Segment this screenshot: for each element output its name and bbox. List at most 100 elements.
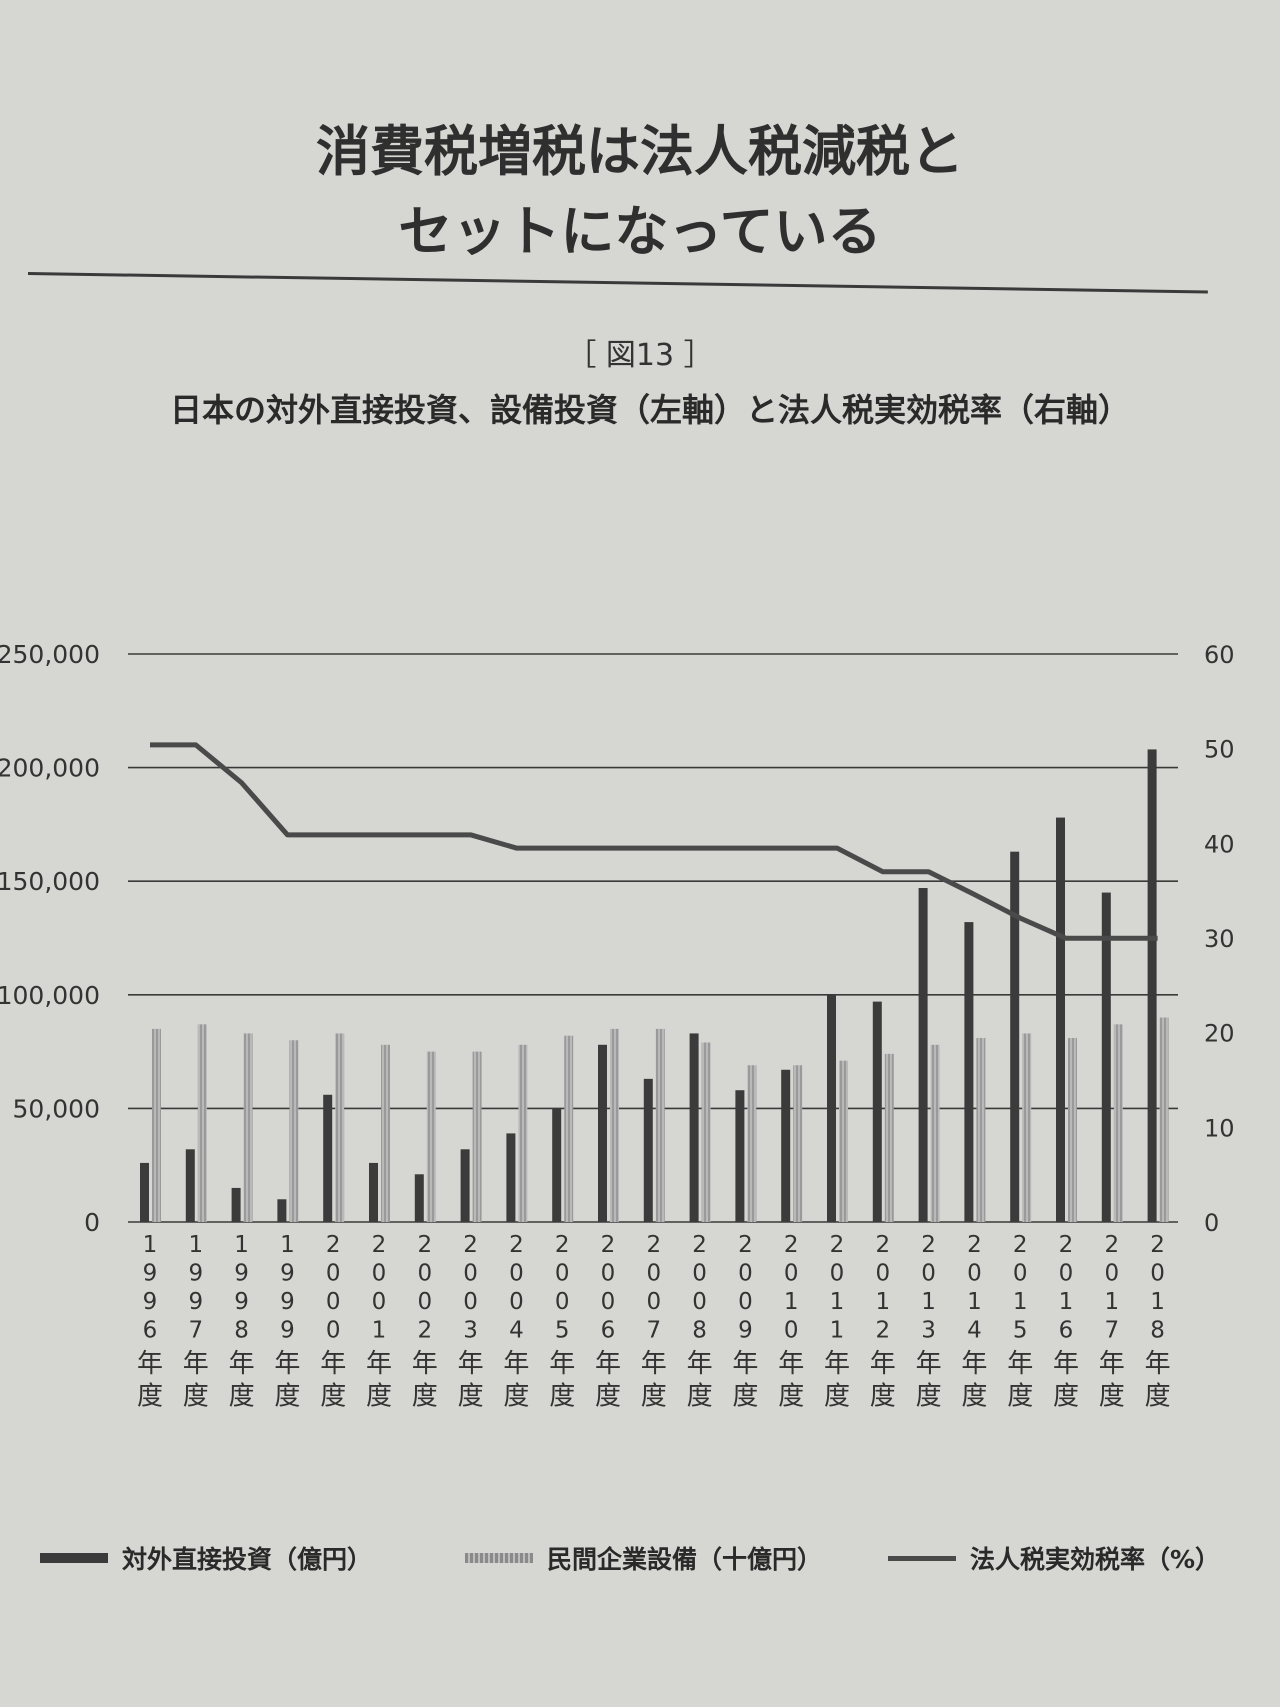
x-tick-label: 1: [784, 1289, 799, 1315]
x-tick-label: 年: [274, 1349, 300, 1379]
bar-fdi: [964, 922, 974, 1222]
x-tick-label: 0: [601, 1289, 616, 1315]
x-tick-label: 年: [503, 1349, 529, 1379]
x-tick-label: 1: [280, 1232, 295, 1258]
x-tick-label: 度: [549, 1382, 575, 1412]
x-tick-label: 1: [1059, 1289, 1074, 1315]
x-tick-label: 2: [1059, 1232, 1074, 1258]
x-tick-label: 度: [366, 1382, 392, 1412]
x-tick-label: 年: [778, 1349, 804, 1379]
chart-legend: 対外直接投資（億円） 民間企業設備（十億円） 法人税実効税率（%）: [40, 1540, 1270, 1590]
x-tick-label: 9: [188, 1289, 203, 1315]
bar-fdi: [369, 1162, 378, 1222]
y-right-tick-label: 20: [1204, 1020, 1235, 1048]
x-tick-label: 0: [784, 1318, 799, 1344]
x-tick-label: 6: [143, 1318, 158, 1344]
x-tick-label: 度: [732, 1382, 758, 1412]
bar-fdi: [781, 1069, 791, 1222]
bar-fdi: [689, 1033, 699, 1222]
x-tick-label: 度: [274, 1382, 300, 1412]
x-tick-label: 年: [1007, 1349, 1033, 1379]
x-tick-label: 2: [646, 1232, 661, 1258]
bar-capex: [152, 1028, 161, 1222]
x-tick-label: 0: [1104, 1261, 1119, 1287]
x-tick-label: 5: [1013, 1318, 1028, 1344]
bar-fdi: [277, 1199, 287, 1222]
x-tick-label: 0: [372, 1289, 387, 1315]
bar-capex: [747, 1065, 757, 1222]
x-tick-label: 2: [830, 1232, 845, 1258]
bar-capex: [1022, 1033, 1032, 1222]
x-tick-label: 年: [1145, 1349, 1171, 1379]
x-tick-label: 0: [692, 1261, 707, 1287]
y-left-tick-label: 0: [84, 1208, 100, 1237]
x-tick-label: 度: [1099, 1382, 1125, 1412]
legend-swatch-tax: [888, 1555, 956, 1561]
x-tick-label: 年: [824, 1349, 850, 1379]
bar-capex: [839, 1060, 848, 1222]
x-tick-label: 2: [1150, 1232, 1165, 1258]
x-tick-label: 年: [458, 1349, 484, 1379]
legend-item-fdi: 対外直接投資（億円）: [40, 1540, 372, 1576]
bar-fdi: [1147, 749, 1157, 1222]
x-tick-label: 8: [1150, 1318, 1165, 1344]
x-tick-label: 5: [555, 1318, 570, 1344]
bar-capex: [976, 1037, 986, 1222]
y-right-tick-label: 60: [1204, 641, 1235, 669]
x-tick-label: 2: [875, 1318, 890, 1344]
y-left-tick-label: 150,000: [0, 867, 100, 896]
x-tick-label: 2: [372, 1232, 387, 1258]
x-tick-label: 年: [320, 1349, 346, 1379]
x-tick-label: 年: [961, 1349, 987, 1379]
legend-label-capex: 民間企業設備（十億円）: [547, 1545, 823, 1574]
bar-capex: [518, 1044, 528, 1222]
x-tick-label: 4: [967, 1318, 982, 1344]
x-tick-label: 6: [1059, 1318, 1074, 1344]
x-tick-label: 0: [784, 1261, 799, 1287]
x-tick-label: 8: [234, 1318, 249, 1344]
bar-fdi: [735, 1090, 745, 1222]
x-tick-label: 2: [921, 1232, 936, 1258]
x-tick-label: 7: [646, 1318, 661, 1344]
bar-fdi: [506, 1133, 516, 1222]
x-tick-label: 1: [830, 1289, 845, 1315]
x-tick-label: 0: [372, 1261, 387, 1287]
x-tick-label: 度: [1053, 1382, 1079, 1412]
x-tick-label: 度: [183, 1382, 209, 1412]
x-tick-label: 度: [641, 1382, 667, 1412]
y-left-tick-label: 250,000: [0, 640, 100, 669]
x-tick-label: 0: [417, 1261, 432, 1287]
figure-label: ［ 図13 ］: [566, 338, 714, 373]
x-tick-label: 0: [738, 1261, 753, 1287]
x-tick-label: 年: [595, 1349, 621, 1379]
bar-capex: [655, 1028, 665, 1222]
bar-capex: [793, 1065, 803, 1222]
x-tick-label: 6: [601, 1318, 616, 1344]
x-tick-label: 2: [1013, 1232, 1028, 1258]
bar-capex: [197, 1024, 207, 1222]
bar-capex: [1068, 1037, 1077, 1222]
x-tick-label: 度: [229, 1382, 255, 1412]
x-tick-label: 0: [738, 1289, 753, 1315]
x-tick-label: 1: [967, 1289, 982, 1315]
x-tick-label: 0: [692, 1289, 707, 1315]
bar-capex: [930, 1044, 940, 1222]
x-tick-label: 7: [188, 1318, 203, 1344]
x-tick-label: 0: [509, 1261, 524, 1287]
bar-fdi: [827, 994, 836, 1222]
y-right-tick-label: 40: [1204, 830, 1235, 858]
bar-capex: [1159, 1017, 1169, 1222]
x-tick-label: 度: [595, 1382, 621, 1412]
x-tick-label: 0: [875, 1261, 890, 1287]
x-tick-label: 度: [1007, 1382, 1033, 1412]
x-tick-label: 9: [143, 1289, 158, 1315]
y-right-tick-label: 30: [1204, 925, 1235, 953]
y-right-tick-label: 50: [1204, 736, 1235, 764]
x-tick-label: 2: [326, 1232, 341, 1258]
x-tick-label: 2: [967, 1232, 982, 1258]
x-tick-label: 1: [372, 1318, 387, 1344]
x-tick-label: 度: [824, 1382, 850, 1412]
x-tick-label: 1: [875, 1289, 890, 1315]
x-tick-label: 8: [692, 1318, 707, 1344]
bar-capex: [1113, 1024, 1123, 1222]
